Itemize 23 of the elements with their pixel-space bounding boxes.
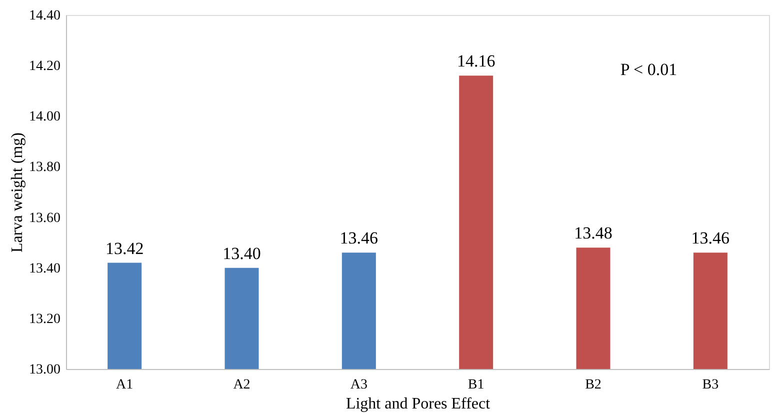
data-label: 13.46 [340, 228, 378, 248]
x-tick-label: B3 [702, 378, 719, 392]
x-tick-label: A1 [116, 378, 134, 392]
data-label: 13.42 [105, 238, 144, 258]
x-tick-label: A3 [350, 378, 368, 392]
x-axis-title: Light and Pores Effect [346, 396, 491, 412]
data-label: 14.16 [456, 52, 496, 71]
y-tick-label: 13.80 [29, 160, 60, 176]
y-tick-label: 13.40 [29, 261, 60, 276]
y-tick-label: 13.60 [29, 210, 60, 226]
data-label: 13.40 [222, 244, 261, 263]
y-tick-label: 13.00 [29, 362, 60, 378]
x-tick-label: B1 [468, 378, 484, 392]
x-tick-label: B2 [585, 378, 602, 392]
y-tick-label: 14.40 [29, 8, 60, 24]
data-label: 13.46 [691, 228, 730, 248]
x-tick-label: A2 [233, 378, 250, 392]
y-tick-label: 14.00 [29, 110, 60, 125]
y-tick-label: 13.20 [29, 312, 60, 327]
data-label: 13.48 [574, 224, 612, 243]
y-axis-title: Larva weight (mg) [9, 132, 26, 252]
y-tick-label: 14.20 [29, 59, 60, 74]
annotation: P < 0.01 [620, 60, 678, 79]
